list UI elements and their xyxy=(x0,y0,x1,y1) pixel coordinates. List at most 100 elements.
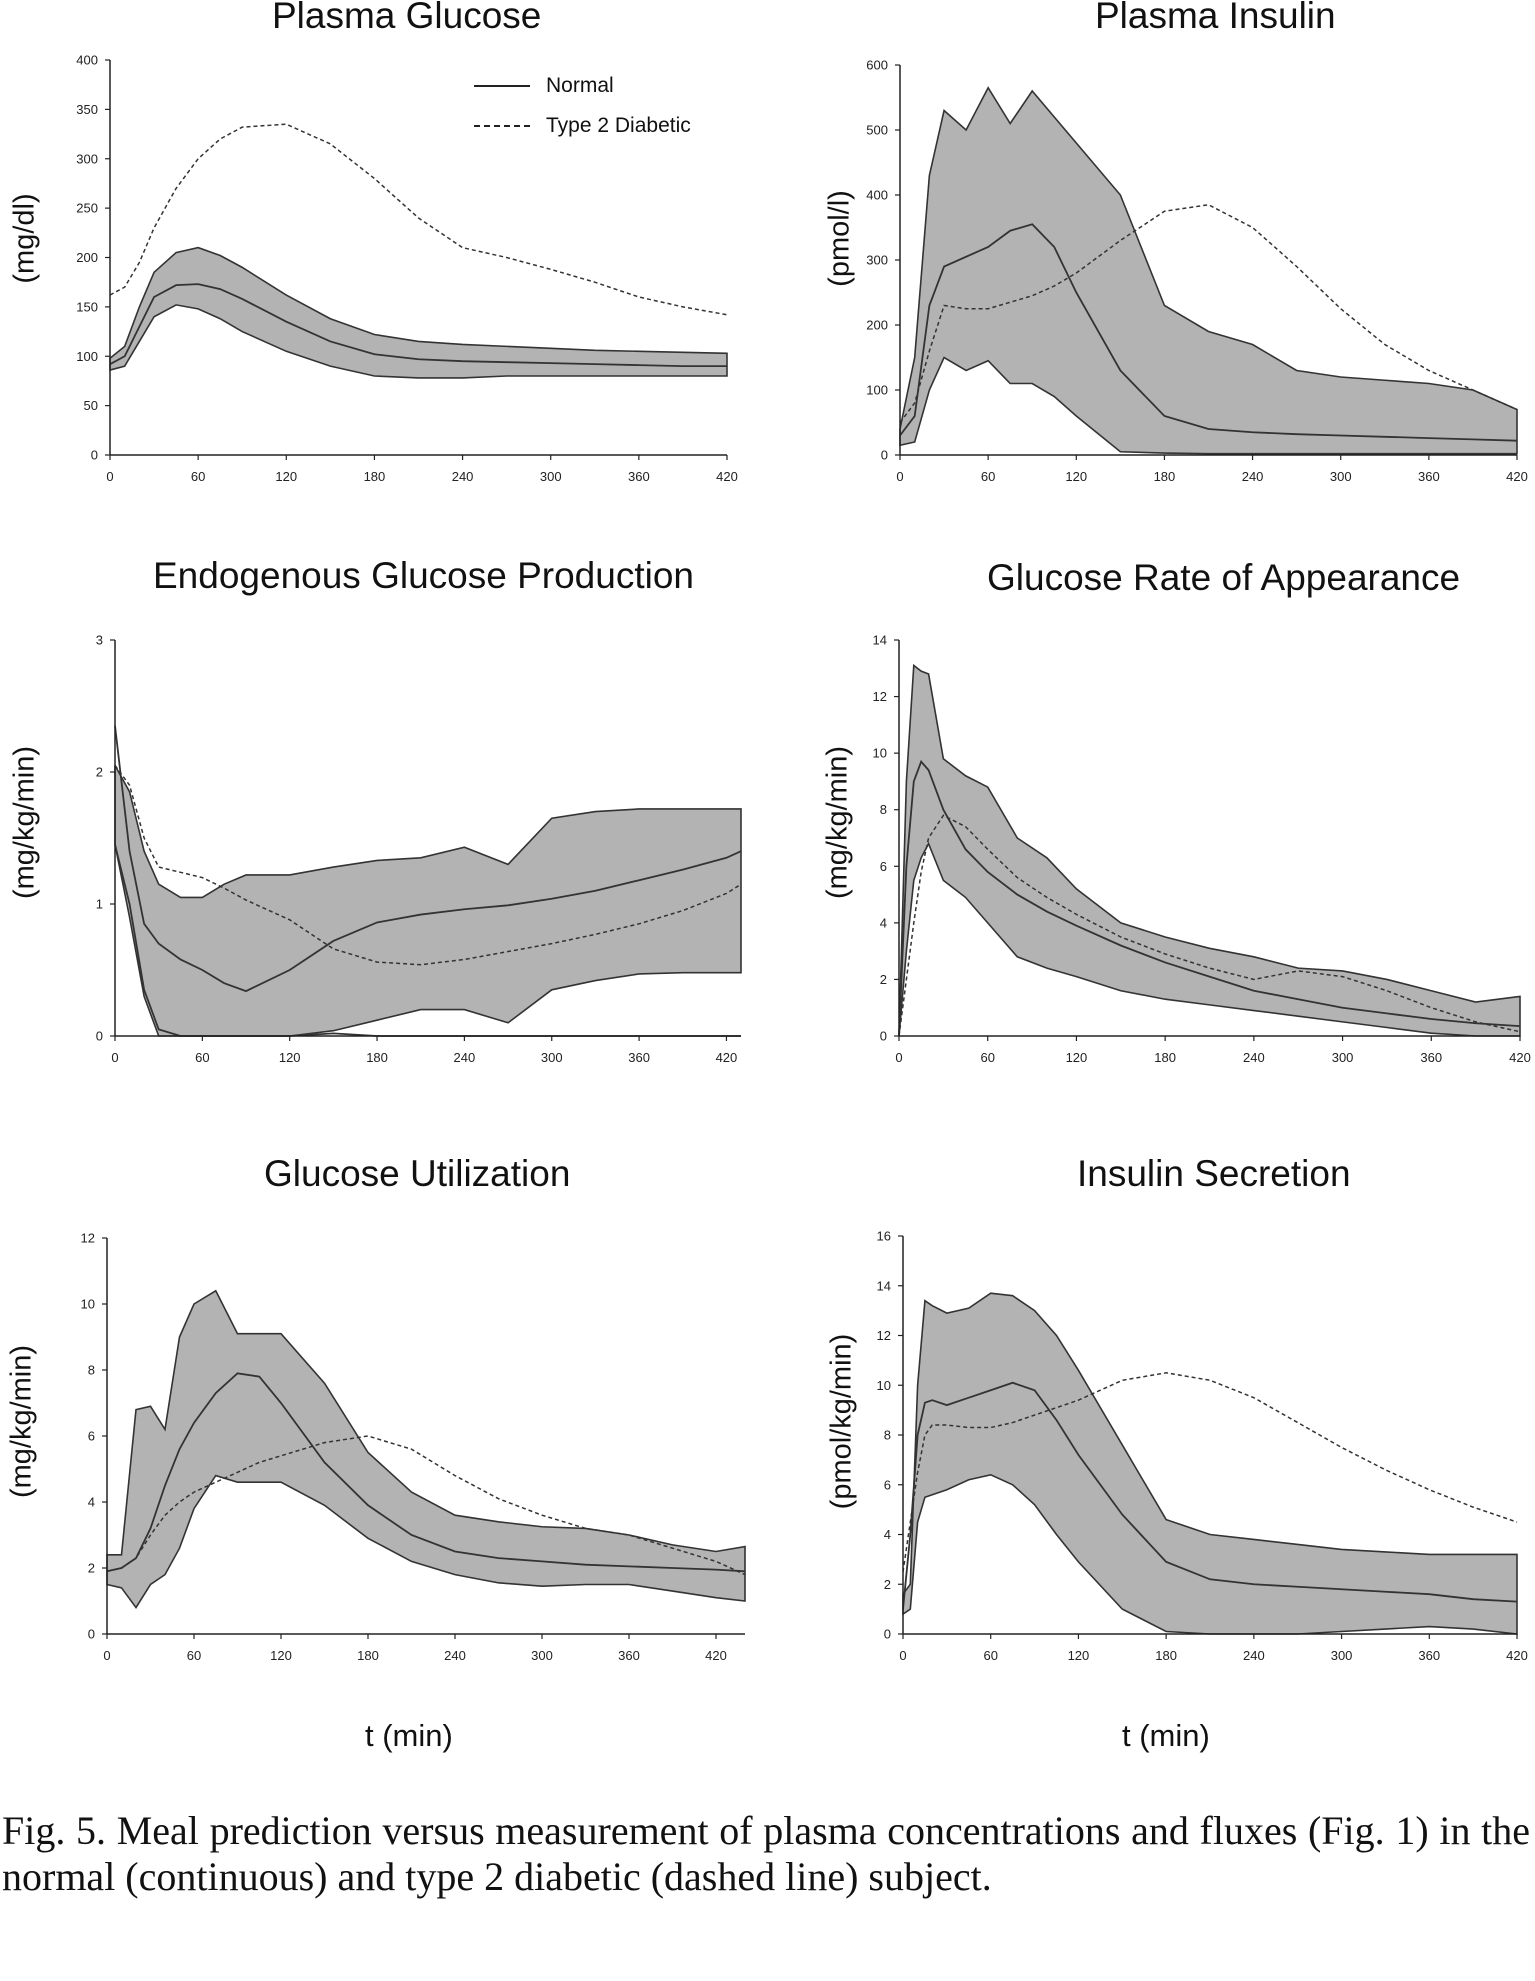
legend: Normal Type 2 Diabetic xyxy=(474,66,691,146)
legend-swatch-dashed xyxy=(474,125,530,127)
legend-item-diabetic: Type 2 Diabetic xyxy=(474,106,691,146)
y-tick-label: 0 xyxy=(96,1029,103,1044)
y-tick-label: 400 xyxy=(866,188,888,203)
y-tick-label: 1 xyxy=(96,897,103,912)
y-tick-label: 600 xyxy=(866,58,888,73)
y-tick-label: 8 xyxy=(880,802,887,817)
series-line-diabetic xyxy=(114,764,742,966)
x-tick-label: 120 xyxy=(1065,469,1087,484)
series-line-diabetic xyxy=(109,123,728,316)
legend-label: Type 2 Diabetic xyxy=(546,114,691,137)
chart-plot: 0 2 4 6 8 10 12 14 0 60 120 180 240 300 360 420 xyxy=(873,633,1531,1066)
legend-swatch-solid xyxy=(474,85,530,87)
y-tick-label: 8 xyxy=(88,1363,95,1378)
x-tick-label: 0 xyxy=(111,1050,118,1065)
chart-endogenous-glucose-production: Endogenous Glucose Production (mg/kg/min… xyxy=(0,0,767,1100)
x-tick-label: 360 xyxy=(628,469,650,484)
series-line-normal xyxy=(902,1381,1518,1610)
x-axis-label: t (min) xyxy=(365,1718,453,1753)
x-tick-label: 120 xyxy=(1066,1050,1088,1065)
confidence-band xyxy=(898,663,1521,1037)
x-tick-label: 300 xyxy=(1331,1648,1353,1663)
x-tick-label: 0 xyxy=(895,1050,902,1065)
y-tick-label: 12 xyxy=(873,689,887,704)
y-tick-label: 12 xyxy=(81,1231,95,1246)
y-tick-label: 2 xyxy=(884,1577,891,1592)
y-tick-label: 50 xyxy=(84,398,98,413)
x-tick-label: 240 xyxy=(454,1050,476,1065)
legend-item-normal: Normal xyxy=(474,66,691,106)
x-tick-label: 180 xyxy=(1155,1648,1177,1663)
x-tick-label: 300 xyxy=(531,1648,553,1663)
x-tick-label: 60 xyxy=(191,469,205,484)
x-tick-label: 0 xyxy=(899,1648,906,1663)
y-tick-label: 6 xyxy=(88,1429,95,1444)
x-tick-label: 300 xyxy=(1330,469,1352,484)
chart-plasma-glucose: Plasma Glucose (mg/dl) Normal Type 2 Dia… xyxy=(0,0,767,520)
x-tick-label: 60 xyxy=(195,1050,209,1065)
y-tick-label: 200 xyxy=(866,318,888,333)
x-tick-label: 60 xyxy=(980,1050,994,1065)
y-tick-label: 3 xyxy=(96,633,103,648)
y-tick-label: 6 xyxy=(884,1477,891,1492)
y-tick-label: 200 xyxy=(76,250,98,265)
x-tick-label: 60 xyxy=(187,1648,201,1663)
x-tick-label: 360 xyxy=(1418,469,1440,484)
x-tick-label: 420 xyxy=(1509,1050,1531,1065)
y-tick-label: 0 xyxy=(881,448,888,463)
chart-title: Plasma Insulin xyxy=(1095,0,1336,36)
y-tick-label: 4 xyxy=(88,1495,95,1510)
x-tick-label: 420 xyxy=(1506,1648,1528,1663)
y-tick-label: 10 xyxy=(873,746,887,761)
y-tick-label: 100 xyxy=(866,383,888,398)
y-tick-label: 2 xyxy=(88,1561,95,1576)
y-tick-label: 0 xyxy=(884,1627,891,1642)
x-tick-label: 0 xyxy=(896,469,903,484)
y-tick-label: 12 xyxy=(877,1328,891,1343)
y-tick-label: 14 xyxy=(873,633,887,648)
confidence-band xyxy=(899,86,1518,455)
y-tick-label: 6 xyxy=(880,859,887,874)
x-tick-label: 240 xyxy=(444,1648,466,1663)
series-line-normal xyxy=(899,223,1518,442)
y-tick-label: 14 xyxy=(877,1278,891,1293)
y-tick-label: 250 xyxy=(76,201,98,216)
series-line-diabetic xyxy=(106,1435,746,1576)
y-tick-label: 2 xyxy=(880,972,887,987)
legend-label: Normal xyxy=(546,74,614,97)
y-tick-label: 300 xyxy=(76,151,98,166)
x-tick-label: 360 xyxy=(618,1648,640,1663)
x-tick-label: 180 xyxy=(1154,469,1176,484)
y-tick-label: 0 xyxy=(880,1029,887,1044)
y-tick-label: 2 xyxy=(96,765,103,780)
x-tick-label: 240 xyxy=(1243,1050,1265,1065)
x-tick-label: 180 xyxy=(1154,1050,1176,1065)
x-tick-label: 0 xyxy=(106,469,113,484)
x-tick-label: 120 xyxy=(270,1648,292,1663)
chart-title: Insulin Secretion xyxy=(1077,1153,1351,1194)
y-tick-label: 150 xyxy=(76,299,98,314)
chart-title: Glucose Utilization xyxy=(264,1153,571,1194)
chart-insulin-secretion: Insulin Secretion (pmol/kg/min) t (min) … xyxy=(826,1153,1528,1753)
x-tick-label: 240 xyxy=(1243,1648,1265,1663)
series-line-normal xyxy=(109,283,727,368)
x-tick-label: 120 xyxy=(1068,1648,1090,1663)
x-tick-label: 180 xyxy=(357,1648,379,1663)
x-tick-label: 240 xyxy=(452,469,474,484)
confidence-band xyxy=(902,1292,1518,1635)
chart-plot: 0 1 2 3 0 60 120 180 240 300 360 420 xyxy=(96,633,742,1065)
y-tick-label: 300 xyxy=(866,253,888,268)
chart-plot: 0 2 4 6 8 10 12 14 16 0 60 120 180 240 300 360 420 xyxy=(877,1229,1528,1664)
series-line-normal xyxy=(114,725,742,993)
x-tick-label: 300 xyxy=(540,469,562,484)
x-tick-label: 300 xyxy=(1332,1050,1354,1065)
x-axis-label: t (min) xyxy=(1122,1718,1210,1753)
series-line-diabetic xyxy=(902,1372,1518,1572)
x-tick-label: 420 xyxy=(1506,469,1528,484)
y-tick-label: 500 xyxy=(866,123,888,138)
x-tick-label: 420 xyxy=(716,469,738,484)
y-tick-label: 0 xyxy=(88,1627,95,1642)
y-tick-label: 4 xyxy=(884,1527,891,1542)
chart-title: Plasma Glucose xyxy=(272,0,542,36)
x-tick-label: 180 xyxy=(364,469,386,484)
